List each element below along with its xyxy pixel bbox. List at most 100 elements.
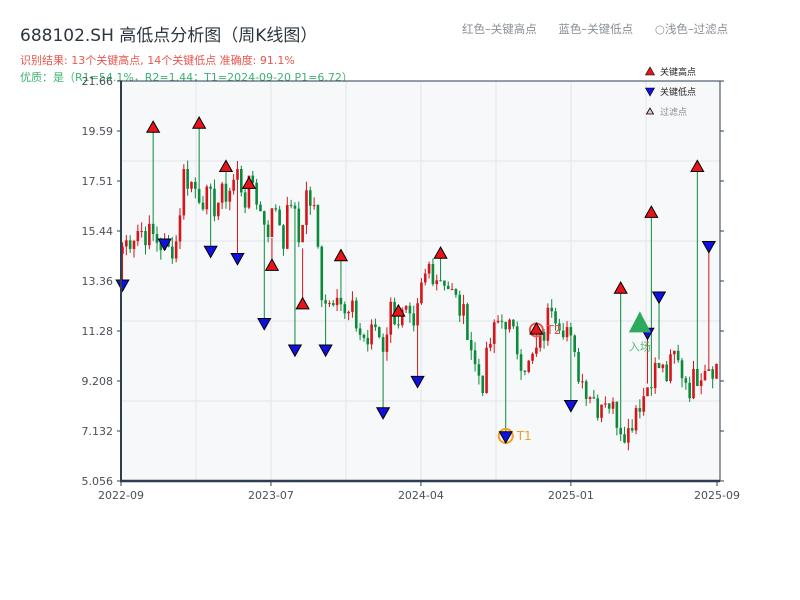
candle-body — [416, 303, 419, 326]
candle-body — [634, 408, 638, 431]
candle-body — [623, 434, 626, 443]
candle-body — [443, 280, 446, 286]
candle-body — [565, 327, 569, 338]
candle-body — [362, 334, 366, 338]
candle-body — [151, 223, 155, 235]
candle-body — [627, 428, 630, 443]
candle-body — [293, 205, 297, 209]
candle-body — [381, 337, 385, 352]
candle-body — [680, 360, 684, 379]
candle-body — [711, 369, 714, 379]
candle-body — [132, 241, 136, 249]
page-title: 688102.SH 高低点分析图（周K线图） — [20, 26, 318, 46]
candle-body — [569, 327, 573, 336]
candle-body — [673, 350, 676, 355]
candle-body — [262, 211, 266, 225]
candle-body — [523, 370, 527, 372]
candle-body — [354, 300, 358, 329]
candle-body — [515, 326, 519, 355]
candle-body — [504, 321, 508, 330]
candle-body — [462, 304, 465, 316]
candle-body — [377, 327, 381, 338]
candle-body — [699, 380, 703, 386]
x-tick-label: 2023-07 — [248, 489, 294, 502]
candle-body — [454, 289, 458, 295]
candle-body — [228, 190, 232, 202]
candle-body — [653, 362, 657, 389]
y-tick-label: 7.132 — [82, 425, 114, 438]
candle-body — [331, 303, 335, 306]
candle-body — [707, 369, 711, 371]
key-low-marker-icon — [287, 344, 303, 358]
candle-body — [607, 403, 611, 409]
candle-body — [171, 246, 174, 259]
candle-body — [243, 192, 247, 208]
candle-body — [630, 428, 634, 431]
candle-body — [397, 324, 400, 326]
candle-body — [558, 323, 561, 331]
candle-body — [669, 354, 672, 382]
candle-body — [646, 387, 649, 397]
candle-body — [473, 350, 477, 365]
candle-body — [251, 175, 255, 183]
candle-body — [450, 289, 454, 291]
candle-body — [351, 300, 354, 312]
candle-body — [159, 242, 163, 251]
axes: 21.66 19.59 17.51 15.44 13.36 11.28 9.208 7.132… — [82, 75, 740, 502]
top-legend-low: 蓝色–关键低点 — [558, 22, 634, 36]
candle-body — [174, 241, 178, 259]
key-high-marker-icon — [644, 205, 659, 218]
candle-body — [481, 375, 485, 394]
candle-body — [592, 397, 596, 399]
key-high-marker-icon — [333, 248, 349, 262]
markers: T2 T1 入场 — [115, 115, 716, 445]
top-legend: 红色–关键高点 蓝色–关键低点 ○浅色–过滤点 — [462, 21, 728, 37]
candle-body — [519, 354, 523, 371]
candle-body — [339, 297, 343, 305]
candle-body — [128, 240, 132, 249]
candle-body — [125, 240, 128, 247]
candle-body — [255, 182, 258, 205]
legend-high-icon — [644, 66, 656, 76]
candle-body — [542, 331, 546, 341]
candle-body — [427, 263, 431, 274]
entry-label: 入场 — [629, 339, 651, 353]
candle-body — [500, 320, 504, 322]
candle-body — [404, 305, 408, 310]
x-tick-label: 2025-01 — [548, 489, 594, 502]
candle-body — [312, 205, 316, 207]
candle-body — [696, 368, 699, 386]
candle-body — [178, 215, 182, 242]
candle-body — [600, 404, 603, 418]
candle-body — [343, 304, 347, 314]
key-low-marker-icon — [563, 399, 579, 413]
candle-body — [408, 305, 412, 314]
candle-body — [213, 188, 216, 217]
y-tick-label: 13.36 — [82, 275, 114, 288]
key-high-marker-icon — [433, 246, 448, 259]
candle-body — [201, 202, 205, 210]
candle-body — [220, 183, 224, 203]
candle-body — [715, 363, 718, 379]
candle-body — [328, 303, 331, 305]
legend-low-icon — [644, 87, 656, 97]
key-high-marker-icon — [295, 296, 310, 310]
candle-body — [205, 186, 209, 210]
candle-body — [466, 304, 469, 341]
candle-body — [182, 169, 186, 216]
candle-body — [266, 224, 270, 238]
result-summary: 识别结果: 13个关键高点, 14个关键低点 准确度: 91.1% — [20, 54, 295, 67]
candle-body — [140, 231, 143, 233]
candle-body — [588, 397, 592, 399]
candle-body — [400, 309, 404, 326]
y-tick-label: 19.59 — [82, 125, 114, 138]
candle-body — [573, 335, 577, 352]
candle-body — [531, 353, 534, 361]
y-tick-label: 21.66 — [82, 75, 114, 88]
candle-body — [370, 324, 373, 345]
candle-body — [335, 297, 339, 306]
candle-body — [347, 311, 350, 314]
candle-body — [496, 320, 500, 323]
candle-body — [615, 401, 619, 428]
candle-body — [550, 307, 554, 312]
